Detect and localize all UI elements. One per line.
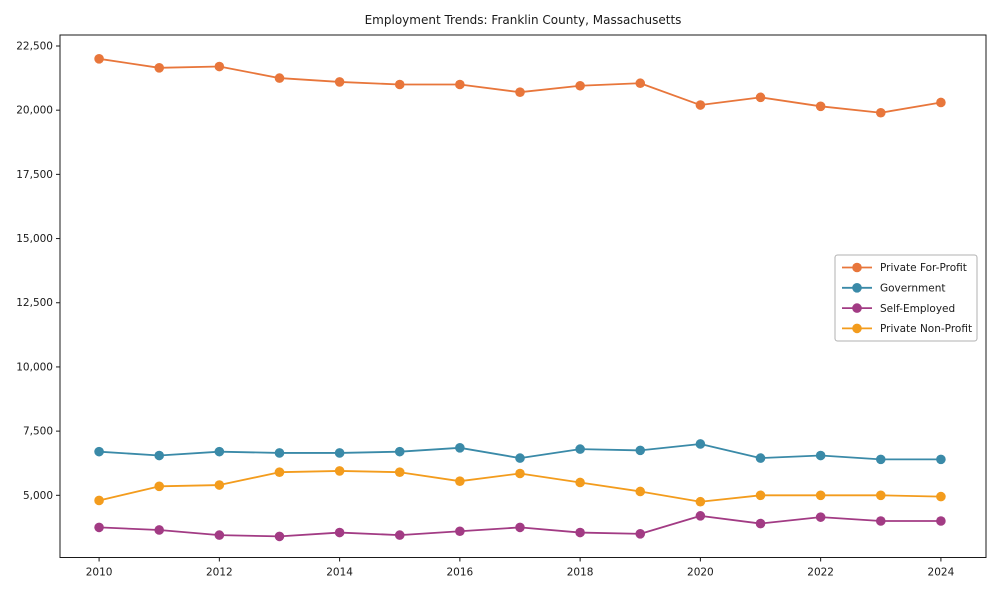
point-private-non-profit-2019 <box>635 486 646 497</box>
point-private-for-profit-2016 <box>455 79 465 90</box>
x-tick-label: 2010 <box>86 567 113 579</box>
point-government-2017 <box>515 453 525 463</box>
point-private-for-profit-2019 <box>635 78 646 89</box>
point-private-for-profit-2022 <box>815 101 826 112</box>
point-private-non-profit-2018 <box>575 477 585 488</box>
point-private-non-profit-2021 <box>755 490 766 501</box>
point-government-2016 <box>455 443 465 453</box>
point-self-employed-2024 <box>936 516 946 526</box>
y-tick-label: 20,000 <box>16 105 53 117</box>
point-self-employed-2011 <box>154 525 165 535</box>
point-self-employed-2015 <box>394 530 405 540</box>
x-tick-label: 2014 <box>326 567 353 579</box>
legend-label-self-employed: Self-Employed <box>880 303 955 315</box>
point-private-non-profit-2015 <box>394 467 405 478</box>
point-government-2022 <box>815 450 826 461</box>
x-tick-label: 2022 <box>807 567 834 579</box>
point-private-non-profit-2017 <box>515 468 525 479</box>
point-private-for-profit-2021 <box>755 92 766 103</box>
point-self-employed-2019 <box>635 529 646 539</box>
point-private-non-profit-2014 <box>334 466 345 476</box>
legend-sample-marker-government <box>852 283 862 293</box>
point-self-employed-2020 <box>695 511 706 521</box>
y-tick-label: 5,000 <box>23 490 53 502</box>
point-government-2012 <box>214 446 225 457</box>
point-government-2014 <box>334 448 345 458</box>
point-private-non-profit-2010 <box>94 495 104 506</box>
point-government-2019 <box>635 445 646 456</box>
y-tick-label: 12,500 <box>16 297 53 309</box>
x-tick-label: 2018 <box>567 567 594 579</box>
point-private-non-profit-2013 <box>274 467 285 478</box>
point-private-non-profit-2020 <box>695 496 706 507</box>
point-self-employed-2023 <box>875 516 886 526</box>
x-tick-label: 2020 <box>687 567 714 579</box>
chart-title: Employment Trends: Franklin County, Mass… <box>365 13 682 27</box>
x-tick-label: 2012 <box>206 567 233 579</box>
point-private-for-profit-2023 <box>875 107 886 118</box>
point-self-employed-2021 <box>755 518 766 529</box>
point-self-employed-2016 <box>455 526 465 537</box>
point-self-employed-2018 <box>575 527 585 538</box>
point-self-employed-2017 <box>515 522 525 533</box>
point-private-for-profit-2015 <box>394 79 405 90</box>
legend-sample-marker-self-employed <box>852 303 862 313</box>
point-self-employed-2022 <box>815 512 826 522</box>
point-self-employed-2012 <box>214 530 225 540</box>
point-private-for-profit-2012 <box>214 61 225 72</box>
point-government-2013 <box>274 448 285 458</box>
y-tick-label: 7,500 <box>23 426 53 438</box>
axes-spines <box>59 34 987 558</box>
point-private-for-profit-2020 <box>695 100 706 110</box>
point-self-employed-2010 <box>94 522 104 533</box>
point-private-for-profit-2024 <box>936 97 946 108</box>
x-tick-label: 2024 <box>928 567 955 579</box>
point-private-non-profit-2024 <box>936 491 946 502</box>
series-line-private-for-profit <box>98 57 942 114</box>
point-private-for-profit-2010 <box>94 54 104 64</box>
point-government-2021 <box>755 453 766 463</box>
point-private-for-profit-2011 <box>154 63 165 73</box>
legend-sample-marker-private-for-profit <box>852 262 862 273</box>
point-private-for-profit-2018 <box>575 80 585 91</box>
point-private-for-profit-2013 <box>274 73 285 83</box>
y-tick-label: 17,500 <box>16 169 53 181</box>
y-tick-label: 15,000 <box>16 233 53 245</box>
point-private-non-profit-2012 <box>214 480 225 490</box>
legend-sample-marker-private-non-profit <box>852 323 862 334</box>
point-government-2018 <box>575 444 585 454</box>
point-government-2011 <box>154 450 165 461</box>
point-government-2023 <box>875 454 886 465</box>
point-government-2020 <box>695 439 706 449</box>
point-private-non-profit-2023 <box>875 490 886 501</box>
point-private-non-profit-2016 <box>455 476 465 486</box>
legend-label-private-for-profit: Private For-Profit <box>880 262 967 274</box>
point-government-2010 <box>94 446 104 457</box>
point-self-employed-2013 <box>274 531 285 542</box>
point-private-non-profit-2022 <box>815 490 826 501</box>
y-tick-label: 10,000 <box>16 361 53 373</box>
point-private-non-profit-2011 <box>154 481 165 492</box>
plot-area: 5,000 7,500 10,000 12,500 15,000 17,500 20,000… <box>16 34 987 579</box>
x-tick-label: 2016 <box>446 567 473 579</box>
y-tick-label: 22,500 <box>16 40 53 52</box>
point-private-for-profit-2017 <box>515 87 525 98</box>
legend-box <box>834 254 978 342</box>
point-private-for-profit-2014 <box>334 77 345 87</box>
legend-label-private-non-profit: Private Non-Profit <box>880 323 972 335</box>
point-government-2015 <box>394 446 405 457</box>
legend-label-government: Government <box>880 283 945 295</box>
point-self-employed-2014 <box>334 527 345 538</box>
point-government-2024 <box>936 454 946 465</box>
